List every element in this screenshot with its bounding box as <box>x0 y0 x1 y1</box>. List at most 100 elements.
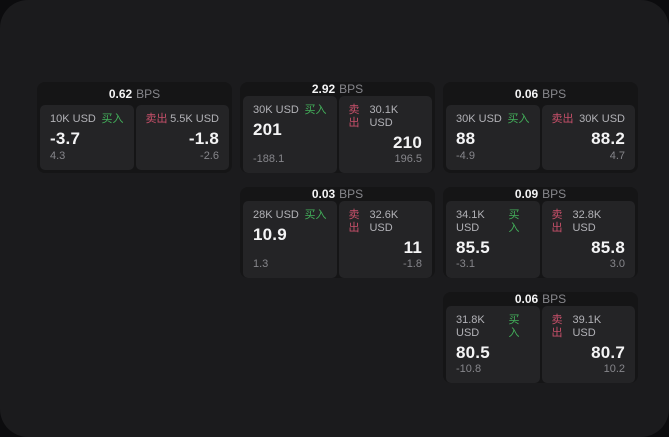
buy-price: 10.9 <box>253 225 287 244</box>
buy-tile-header: 30K USD 买入 <box>253 104 327 117</box>
bps-unit-label: BPS <box>542 292 567 306</box>
sell-size-label: 32.8K USD <box>572 209 602 234</box>
sell-tile[interactable]: 卖出 30.1K USD 210 196.5 <box>338 96 432 173</box>
bps-value: 0.06 <box>514 86 539 101</box>
bps-value: 0.03 <box>311 187 336 201</box>
quote-card-grid: 0.62 BPS 10K USD 买入 -3.7 4.3 卖出 5.5K USD <box>37 82 638 383</box>
buy-tag: 买入 <box>101 113 124 125</box>
buy-size-label: 34.1K USD <box>456 209 485 234</box>
sell-size-label: 32.6K USD <box>369 209 399 234</box>
bps-unit-label: BPS <box>136 86 161 101</box>
buy-size-label: 10K USD <box>50 113 96 125</box>
buy-price: 201 <box>253 120 282 139</box>
bps-value: 0.09 <box>514 187 539 201</box>
quote-card: 0.62 BPS 10K USD 买入 -3.7 4.3 卖出 5.5K USD <box>37 82 232 173</box>
sell-sub-value: 3.0 <box>609 258 625 270</box>
buy-tile[interactable]: 30K USD 买入 88 -4.9 <box>446 105 540 170</box>
sell-tag: 卖出 <box>551 209 563 234</box>
quote-body: 31.8K USD 买入 80.5 -10.8 卖出 39.1K USD 80.… <box>446 306 635 383</box>
sell-tile[interactable]: 卖出 5.5K USD -1.8 -2.6 <box>135 105 229 170</box>
sell-sub-value: -1.8 <box>403 258 422 270</box>
quote-card: 0.03 BPS 28K USD 买入 10.9 1.3 卖出 32.6K US… <box>240 187 435 278</box>
quote-card: 0.06 BPS 31.8K USD 买入 80.5 -10.8 卖出 39.1… <box>443 292 638 383</box>
sell-tag: 卖出 <box>551 113 574 125</box>
buy-sub-value: 4.3 <box>50 150 66 162</box>
sell-tile[interactable]: 卖出 39.1K USD 80.7 10.2 <box>541 306 635 383</box>
quote-card: 0.06 BPS 30K USD 买入 88 -4.9 卖出 30K USD <box>443 82 638 173</box>
buy-tag: 买入 <box>507 113 530 125</box>
sell-tag: 卖出 <box>551 314 563 339</box>
buy-sub-value: -3.1 <box>456 258 475 270</box>
sell-price: 11 <box>403 238 422 257</box>
sell-tile[interactable]: 卖出 32.6K USD 11 -1.8 <box>338 201 432 278</box>
sell-sub-value: -2.6 <box>200 150 219 162</box>
sell-price: 210 <box>393 133 422 152</box>
buy-size-label: 28K USD <box>253 209 299 221</box>
bps-unit-label: BPS <box>339 82 364 96</box>
buy-tile[interactable]: 10K USD 买入 -3.7 4.3 <box>40 105 134 170</box>
sell-tile[interactable]: 卖出 30K USD 88.2 4.7 <box>541 105 635 170</box>
bps-header: 0.06 BPS <box>443 82 638 105</box>
sell-sub-value: 196.5 <box>394 153 422 165</box>
sell-tag: 卖出 <box>348 209 360 234</box>
quote-card: 0.09 BPS 34.1K USD 买入 85.5 -3.1 卖出 32.8K… <box>443 187 638 278</box>
buy-sub-value: -10.8 <box>456 363 482 375</box>
sell-tile-header: 卖出 30.1K USD <box>349 104 423 130</box>
sell-price: -1.8 <box>188 129 219 148</box>
quote-card: 2.92 BPS 30K USD 买入 201 -188.1 卖出 30.1K … <box>240 82 435 173</box>
quote-body: 28K USD 买入 10.9 1.3 卖出 32.6K USD 11 -1.8 <box>243 201 432 278</box>
bps-header: 0.09 BPS <box>443 187 638 201</box>
quote-body: 34.1K USD 买入 85.5 -3.1 卖出 32.8K USD 85.8… <box>446 201 635 278</box>
sell-size-label: 30.1K USD <box>369 104 399 129</box>
buy-tag: 买入 <box>304 209 327 221</box>
buy-tile[interactable]: 31.8K USD 买入 80.5 -10.8 <box>446 306 540 383</box>
buy-tile-header: 28K USD 买入 <box>253 209 327 222</box>
quote-body: 30K USD 买入 88 -4.9 卖出 30K USD 88.2 4.7 <box>446 105 635 170</box>
buy-size-label: 30K USD <box>456 113 502 125</box>
bps-header: 0.62 BPS <box>37 82 232 105</box>
sell-price: 80.7 <box>591 343 625 362</box>
sell-tile-header: 卖出 30K USD <box>552 113 626 126</box>
sell-tile-header: 卖出 39.1K USD <box>552 314 626 340</box>
buy-tile-header: 34.1K USD 买入 <box>456 209 530 235</box>
bps-value: 0.06 <box>514 292 539 306</box>
sell-sub-value: 4.7 <box>609 150 625 162</box>
buy-sub-value: -4.9 <box>456 150 475 162</box>
buy-sub-value: 1.3 <box>253 258 269 270</box>
sell-tile-header: 卖出 32.6K USD <box>349 209 423 235</box>
buy-price: 88 <box>456 129 476 148</box>
buy-tile-header: 31.8K USD 买入 <box>456 314 530 340</box>
bps-value: 2.92 <box>311 82 336 96</box>
sell-price: 88.2 <box>591 129 625 148</box>
buy-tile[interactable]: 30K USD 买入 201 -188.1 <box>243 96 337 173</box>
sell-price: 85.8 <box>591 238 625 257</box>
sell-tile[interactable]: 卖出 32.8K USD 85.8 3.0 <box>541 201 635 278</box>
bps-unit-label: BPS <box>542 187 567 201</box>
buy-tag: 买入 <box>304 104 327 116</box>
bps-unit-label: BPS <box>542 86 567 101</box>
buy-tag: 买入 <box>508 209 520 234</box>
buy-sub-value: -188.1 <box>253 153 285 165</box>
bps-value: 0.62 <box>108 86 133 101</box>
sell-size-label: 39.1K USD <box>572 314 602 339</box>
quote-body: 30K USD 买入 201 -188.1 卖出 30.1K USD 210 1… <box>243 96 432 173</box>
sell-tile-header: 卖出 32.8K USD <box>552 209 626 235</box>
sell-tag: 卖出 <box>348 104 360 129</box>
bps-header: 2.92 BPS <box>240 82 435 96</box>
sell-tag: 卖出 <box>145 113 168 125</box>
bps-header: 0.06 BPS <box>443 292 638 306</box>
buy-tile-header: 30K USD 买入 <box>456 113 530 126</box>
bps-header: 0.03 BPS <box>240 187 435 201</box>
buy-tile[interactable]: 28K USD 买入 10.9 1.3 <box>243 201 337 278</box>
sell-size-label: 30K USD <box>579 113 625 125</box>
buy-price: 85.5 <box>456 238 490 257</box>
sell-tile-header: 卖出 5.5K USD <box>146 113 220 126</box>
buy-price: 80.5 <box>456 343 490 362</box>
quote-body: 10K USD 买入 -3.7 4.3 卖出 5.5K USD -1.8 -2.… <box>40 105 229 170</box>
buy-tile[interactable]: 34.1K USD 买入 85.5 -3.1 <box>446 201 540 278</box>
buy-tile-header: 10K USD 买入 <box>50 113 124 126</box>
sell-sub-value: 10.2 <box>603 363 625 375</box>
buy-tag: 买入 <box>508 314 520 339</box>
sell-size-label: 5.5K USD <box>170 113 219 125</box>
